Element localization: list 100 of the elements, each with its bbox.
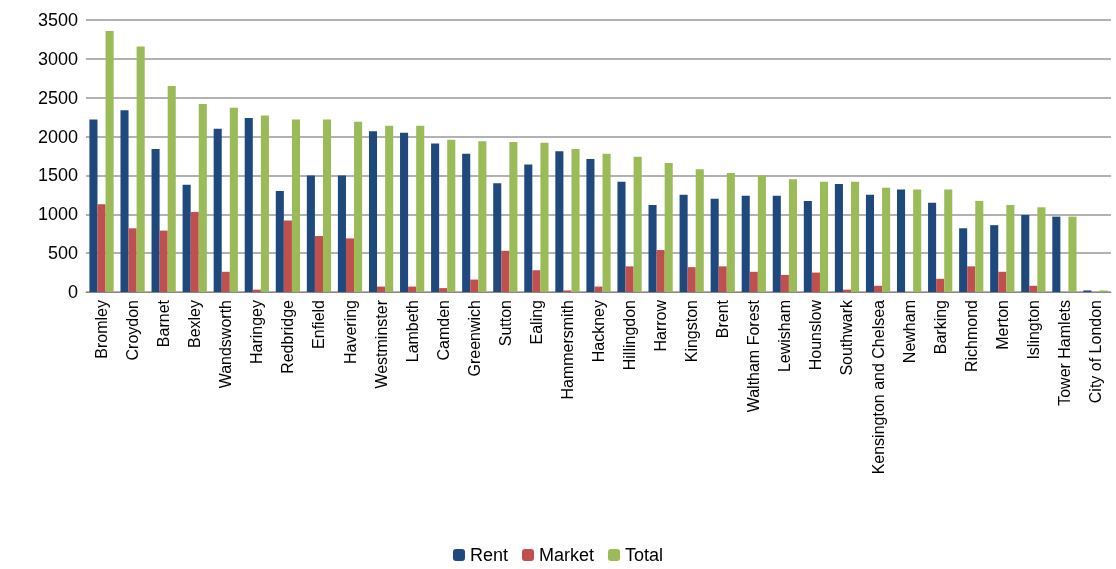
bar [780,274,789,292]
bar [882,187,891,292]
x-tick-label: Bromley [93,300,111,359]
bar [377,286,386,292]
x-tick-label: Camden [434,300,452,361]
bar [291,119,301,292]
bar [710,198,719,292]
bar [913,189,922,292]
bar [944,189,953,292]
x-tick-label: Hillingdon [621,300,639,371]
y-tick-label: 500 [47,243,78,264]
bar [967,266,976,292]
bar [687,267,696,292]
x-tick-label: Hammersmith [558,300,576,400]
x-tick-label: Hounslow [807,299,825,371]
bar [431,143,440,292]
bar [167,86,176,292]
x-tick-label: City of London [1086,300,1104,404]
bar [874,285,883,292]
bar [936,278,945,292]
bar [385,125,394,292]
bar [368,131,378,292]
bar [1021,215,1030,292]
bar [741,195,750,292]
bar [540,142,549,292]
y-tick-label: 1000 [37,204,78,225]
bar [726,173,735,292]
bar [594,286,603,292]
bar [998,271,1007,292]
bar [229,107,238,292]
legend-label: Market [538,545,595,565]
bar [803,201,812,292]
bar [865,194,875,292]
bar [120,110,129,292]
bar [345,238,355,292]
bar [532,270,541,292]
x-tick-label: Tower Hamlets [1055,300,1073,406]
x-tick-label: Sutton [496,300,514,347]
bar [408,286,417,292]
x-tick-label: Greenwich [465,300,483,377]
x-tick-label: Bexley [186,300,204,349]
x-tick-label: Lambeth [403,300,421,363]
bar [322,119,332,292]
x-tick-label: Brent [714,299,732,339]
bar [306,175,315,292]
x-tick-label: Kingston [683,300,701,363]
bar [555,151,564,292]
y-tick-label: 3500 [37,10,78,30]
y-tick-label: 1500 [37,165,78,186]
bar [190,211,199,292]
bar [97,204,106,292]
bar [648,204,657,292]
bar [136,46,145,292]
bar [928,202,937,292]
bar [757,175,766,292]
bar [772,195,781,292]
bar [788,179,797,292]
bar [1068,216,1077,292]
bar [151,149,160,292]
bar [283,220,292,292]
bar [1052,216,1061,292]
bar [990,225,999,292]
bar [501,250,510,292]
y-tick-label: 0 [67,282,78,302]
bar [447,139,456,292]
x-tick-label: Barnet [155,299,173,348]
x-tick-label: Westminster [372,299,390,389]
bar [633,156,642,292]
bar [478,141,487,292]
x-tick-label: Southwark [838,299,856,376]
bar [896,189,906,292]
x-tick-label: Redbridge [279,299,297,374]
bar [182,184,191,292]
bar [571,149,580,292]
legend-label: Rent [469,545,508,565]
bar [221,271,230,292]
bar [439,288,448,292]
bar [244,117,253,292]
bar [617,181,626,292]
bar [275,190,284,292]
x-tick-label: Richmond [962,300,980,373]
x-tick-label: Wandsworth [217,300,235,389]
bar [679,194,688,292]
bar [834,183,843,292]
legend-label: Total [625,545,664,565]
bar [159,230,168,292]
bar [749,271,758,292]
x-tick-label: Croydon [124,300,142,361]
bar [695,169,704,292]
bar [128,228,137,292]
bar [470,279,479,292]
bar [718,266,727,292]
bar [664,162,673,292]
bar [1029,285,1038,292]
bar [260,115,269,292]
bar [105,30,114,292]
x-tick-label: Islington [1024,300,1042,360]
x-tick-label: Lewisham [776,300,794,373]
x-tick-label: Waltham Forest [745,299,763,413]
bar [975,201,984,292]
